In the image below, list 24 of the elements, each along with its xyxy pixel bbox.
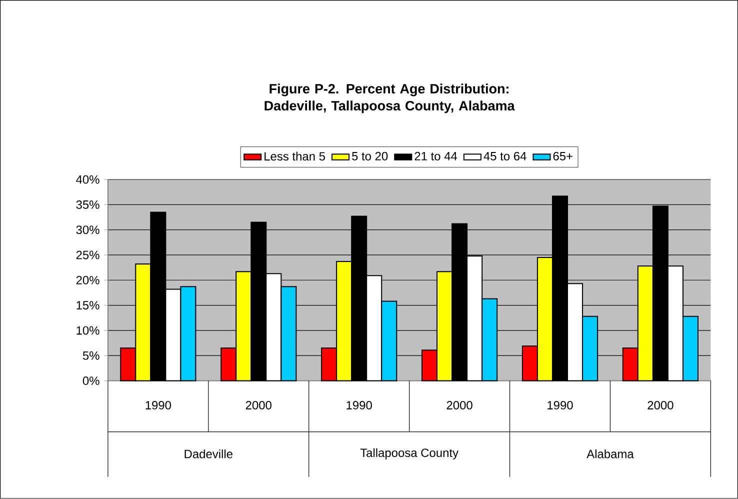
x-tick-label: 2000 — [648, 401, 674, 410]
text: Tallapoosa County — [360, 448, 458, 460]
y-tick-label: 40% — [76, 175, 100, 184]
y-tick-label: 10% — [76, 326, 100, 335]
chart-title: Figure P-2. Percent Age Distribution: Dadeville, Tallapoosa County, Alabama — [264, 84, 515, 114]
y-tick-label: 25% — [76, 250, 100, 260]
legend-label: 5 to 20 — [352, 152, 388, 161]
legend-label: 45 to 64 — [484, 152, 526, 161]
x-tick-label: 1990 — [346, 401, 372, 410]
y-tick-label: 15% — [76, 301, 100, 310]
x-tick-label: 1990 — [548, 401, 573, 410]
y-tick-label: 30% — [76, 226, 100, 234]
x-tick-label: 2000 — [446, 401, 472, 410]
x-tick-label: 2000 — [246, 401, 272, 410]
y-tick-label: 20% — [76, 276, 100, 285]
legend-label: 21 to 44 — [414, 152, 458, 161]
y-tick-label: 35% — [76, 200, 100, 210]
y-tick-label: 5% — [82, 352, 100, 360]
text: Dadeville — [184, 450, 232, 458]
text: Alabama — [586, 450, 634, 458]
legend-label: Less than 5 — [264, 152, 325, 161]
y-tick-label: 0% — [82, 376, 100, 386]
legend-label: 65+ — [553, 152, 572, 161]
x-tick-label: 1990 — [146, 401, 172, 410]
